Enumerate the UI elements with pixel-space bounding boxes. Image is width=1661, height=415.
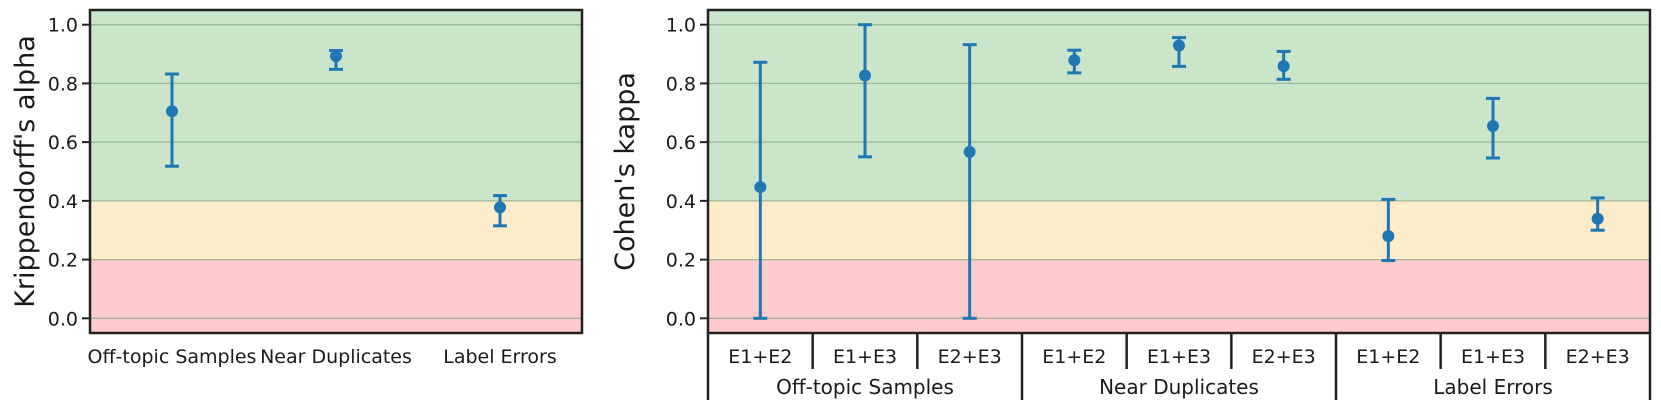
- y-axis-label: Krippendorff's alpha: [10, 35, 41, 308]
- y-tick-label: 0.8: [48, 73, 78, 95]
- data-point: [1382, 230, 1395, 243]
- data-point: [754, 181, 767, 194]
- data-point: [1487, 119, 1499, 132]
- x-tick-label: E2+E3: [1566, 346, 1630, 368]
- y-tick-label: 0.0: [666, 308, 696, 330]
- group-label: Label Errors: [1433, 375, 1552, 399]
- plot-frame: [88, 8, 584, 335]
- data-point: [963, 145, 976, 158]
- y-tick-label: 0.4: [666, 191, 696, 213]
- y-tick-label: 1.0: [666, 15, 696, 37]
- band-2: [708, 259, 1650, 333]
- band-0: [90, 10, 582, 201]
- x-tick-label: E1+E3: [833, 346, 897, 368]
- data-point: [494, 201, 506, 214]
- data-point: [1173, 39, 1185, 52]
- data-point: [1277, 60, 1290, 73]
- y-tick-label: 1.0: [48, 15, 78, 37]
- data-point: [330, 50, 342, 63]
- x-tick-label: E2+E3: [1252, 346, 1316, 368]
- data-point: [1068, 54, 1081, 67]
- x-tick-label: Off-topic Samples: [88, 346, 257, 368]
- x-tick-label: E1+E2: [1042, 346, 1106, 368]
- x-tick-label: Label Errors: [443, 346, 557, 368]
- data-point: [859, 69, 871, 82]
- plot-frame: [706, 8, 1652, 335]
- y-tick-label: 0.2: [48, 250, 78, 272]
- group-label: Near Duplicates: [1099, 375, 1259, 399]
- y-tick-label: 0.8: [666, 73, 696, 95]
- chart-panel-2: 0.0 0.2 0.4 0.6 0.8 1.0 Cohen's kappa E1+E2 E1+E…: [610, 8, 1652, 400]
- band-1: [708, 200, 1650, 260]
- y-tick-label: 0.2: [666, 250, 696, 272]
- band-2: [90, 259, 582, 333]
- y-axis-label: Cohen's kappa: [610, 72, 641, 271]
- y-tick-label: 0.0: [48, 308, 78, 330]
- data-point: [1591, 212, 1604, 225]
- x-tick-label: E1+E3: [1147, 346, 1211, 368]
- x-tick-label: Near Duplicates: [260, 346, 412, 368]
- y-tick-label: 0.4: [48, 191, 78, 213]
- x-tick-label: E1+E2: [728, 346, 792, 368]
- group-label: Off-topic Samples: [776, 375, 954, 399]
- y-tick-label: 0.6: [666, 132, 696, 154]
- band-1: [90, 200, 582, 260]
- x-tick-label: E2+E3: [938, 346, 1002, 368]
- y-tick-label: 0.6: [48, 132, 78, 154]
- x-tick-label: E1+E2: [1356, 346, 1420, 368]
- x-tick-label: E1+E3: [1461, 346, 1525, 368]
- data-point: [166, 105, 178, 118]
- chart-panel-1: 0.0 0.2 0.4 0.6 0.8 1.0 Krippendorff's alpha Of…: [10, 8, 584, 368]
